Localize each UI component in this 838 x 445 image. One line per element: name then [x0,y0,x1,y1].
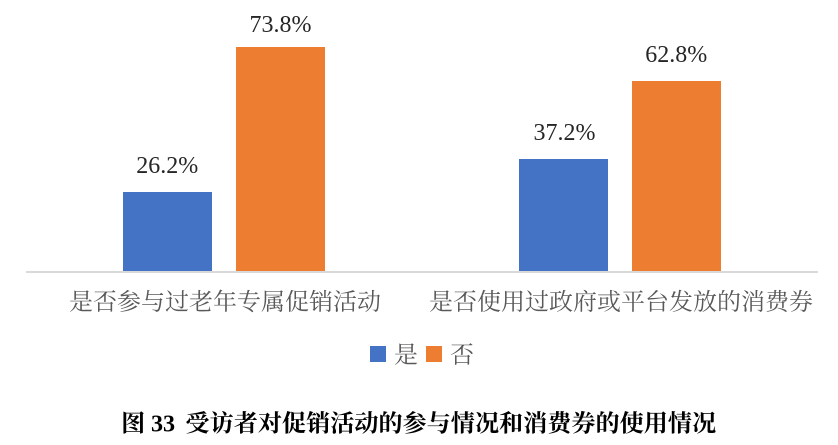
svg-text:33: 33 [151,412,175,438]
